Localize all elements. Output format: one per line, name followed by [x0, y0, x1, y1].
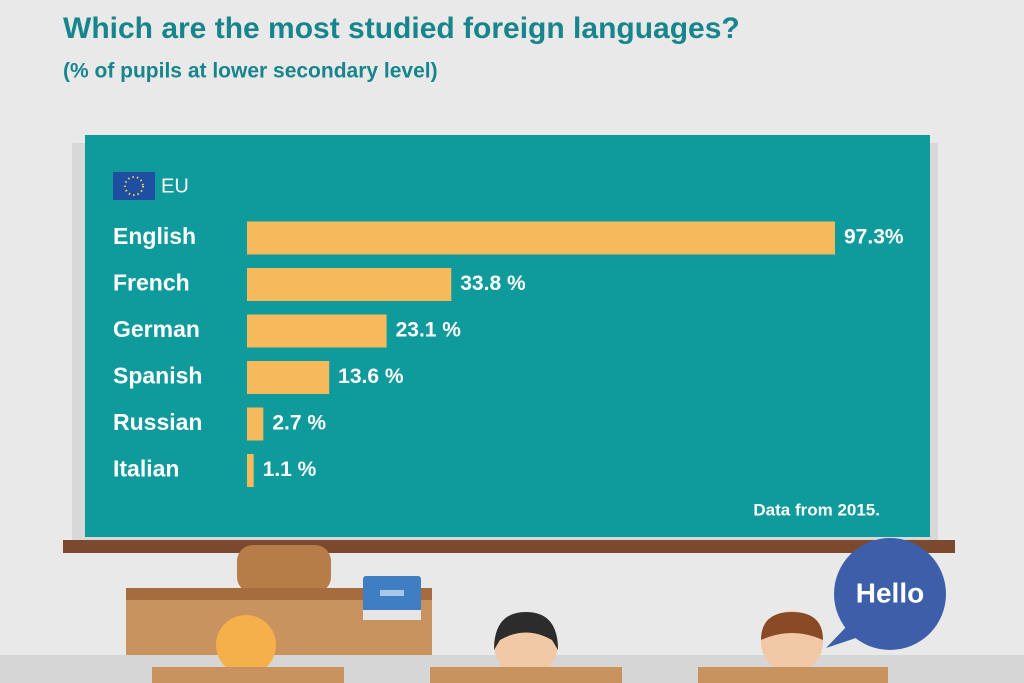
chart-title: Which are the most studied foreign langu… — [63, 12, 740, 45]
value-label: 23.1 % — [396, 319, 462, 342]
legend-label: EU — [161, 175, 189, 197]
category-label: Italian — [113, 456, 179, 482]
bar — [247, 454, 254, 487]
book-pages — [363, 610, 421, 620]
student-desk — [430, 667, 622, 683]
bar — [247, 268, 452, 301]
book-label — [380, 590, 404, 596]
bar — [247, 314, 387, 348]
board — [85, 135, 930, 537]
value-label: 2.7 % — [272, 412, 326, 435]
book — [363, 576, 421, 620]
student-desk — [698, 667, 888, 683]
student-hair — [494, 612, 558, 650]
value-label: 33.8 % — [460, 272, 526, 295]
student-desk — [152, 667, 344, 683]
value-label: 1.1 % — [263, 458, 317, 481]
bar — [247, 361, 330, 394]
category-label: Spanish — [113, 363, 202, 389]
category-label: Russian — [113, 409, 202, 435]
chart-subtitle: (% of pupils at lower secondary level) — [63, 60, 438, 83]
desk-top — [126, 588, 432, 600]
chair-back — [237, 545, 331, 593]
classroom: Hello — [0, 538, 1024, 683]
value-label: 97.3% — [844, 226, 904, 249]
speech-tail — [826, 625, 862, 648]
bar — [247, 221, 835, 255]
category-label: English — [113, 223, 196, 249]
note: Data from 2015. — [753, 500, 880, 519]
bubble-text: Hello — [856, 577, 924, 608]
speech-bubble — [834, 538, 946, 650]
bar — [247, 407, 264, 441]
eu-stars — [124, 176, 144, 196]
category-label: French — [113, 270, 190, 296]
student-hair — [761, 612, 823, 640]
board-ledge — [63, 540, 955, 553]
legend: EU — [113, 172, 189, 200]
value-label: 13.6 % — [338, 365, 404, 388]
student-head — [216, 615, 276, 675]
category-label: German — [113, 316, 200, 342]
